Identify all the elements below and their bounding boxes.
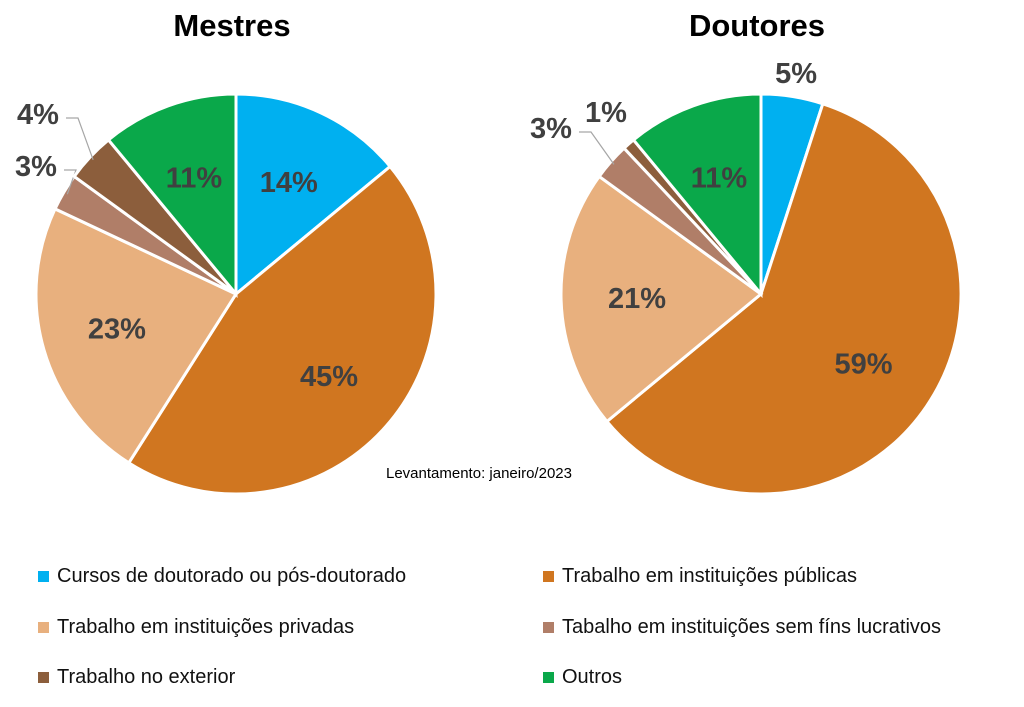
data-label: 23% <box>88 314 146 346</box>
legend-item-privadas: Trabalho em instituições privadas <box>38 616 354 639</box>
pie-slice <box>604 101 963 496</box>
survey-note: Levantamento: janeiro/2023 <box>386 465 572 482</box>
legend-swatch <box>543 571 554 582</box>
data-label: 45% <box>300 361 358 393</box>
legend-swatch <box>38 672 49 683</box>
pie-mestres: 14% 45% 23% 3% 4% 11% <box>15 92 438 496</box>
chart-title-doutores: Doutores <box>689 8 825 43</box>
legend-label: Cursos de doutorado ou pós-doutorado <box>57 565 407 587</box>
pie-slice <box>34 206 239 465</box>
pie-slice <box>126 164 438 496</box>
legend-item-exterior: Trabalho no exterior <box>38 666 235 689</box>
legend-label: Trabalho em instituições privadas <box>57 616 355 638</box>
data-label: 3% <box>530 113 572 145</box>
data-label: 5% <box>775 58 817 90</box>
legend-label: Trabalho em instituições públicas <box>562 565 857 587</box>
data-label: 11% <box>166 162 223 194</box>
data-label: 11% <box>691 162 748 194</box>
legend-item-publicas: Trabalho em instituições públicas <box>543 565 857 588</box>
legend-item-cursos: Cursos de doutorado ou pós-doutorado <box>38 565 406 588</box>
leader-line <box>579 131 615 165</box>
pie-slice <box>234 92 393 298</box>
legend-swatch <box>543 622 554 633</box>
legend-item-outros: Outros <box>543 666 622 689</box>
data-label: 21% <box>608 283 666 315</box>
legend-item-sem-fins-lucrativos: Tabalho em instituições sem fíns lucrati… <box>543 616 941 639</box>
data-label: 3% <box>15 151 57 183</box>
data-label: 59% <box>835 349 893 381</box>
pie-doutores: 5% 59% 21% 3% 1% 11% <box>530 58 963 496</box>
data-label: 14% <box>260 167 318 199</box>
legend-swatch <box>543 672 554 683</box>
legend-label: Outros <box>562 666 623 688</box>
legend-label: Tabalho em instituições sem fíns lucrati… <box>562 616 942 638</box>
data-label: 1% <box>585 97 627 129</box>
legend-label: Trabalho no exterior <box>57 666 236 688</box>
pie-slice <box>106 92 238 299</box>
pie-slice <box>631 92 763 299</box>
pie-slice <box>559 174 764 424</box>
data-label: 4% <box>17 99 59 131</box>
leader-line <box>66 117 94 161</box>
leader-line <box>64 169 77 195</box>
legend-swatch <box>38 622 49 633</box>
legend-swatch <box>38 571 49 582</box>
chart-title-mestres: Mestres <box>173 8 290 43</box>
